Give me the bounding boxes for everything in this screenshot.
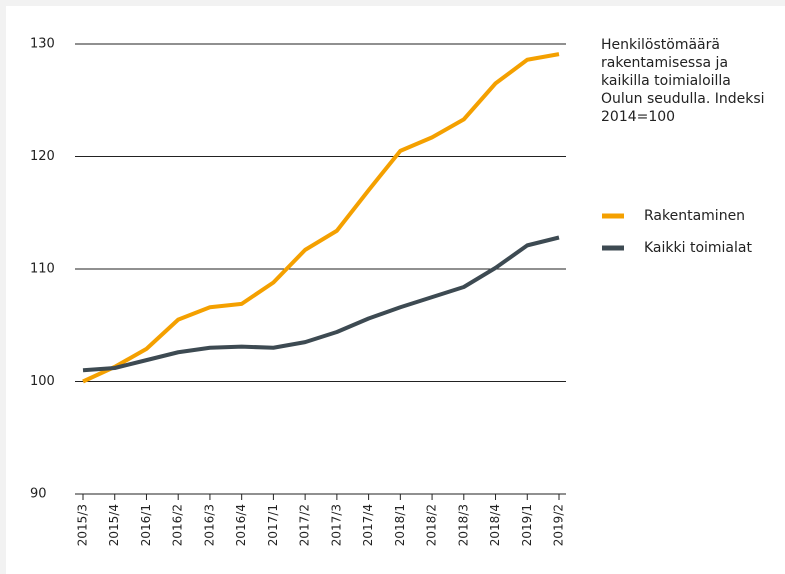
x-tick-label: 2016/2 (171, 504, 185, 546)
x-tick-label: 2016/1 (139, 504, 153, 546)
x-tick-label: 2018/2 (425, 504, 439, 546)
x-tick-label: 2018/3 (456, 504, 470, 546)
card (6, 6, 785, 574)
y-tick-label: 120 (30, 149, 55, 164)
x-tick-label: 2016/3 (202, 504, 216, 546)
y-tick-label: 100 (30, 374, 55, 389)
legend-label: Kaikki toimialat (644, 240, 752, 256)
x-tick-label: 2019/1 (520, 504, 534, 546)
series-line (82, 52, 560, 384)
chart-title: Henkilöstömäärä rakentamisessa ja kaikil… (601, 37, 765, 125)
x-tick-label: 2018/1 (393, 504, 407, 546)
series-line (82, 235, 560, 373)
y-tick-label: 90 (30, 487, 47, 502)
x-tick-label: 2015/3 (76, 504, 90, 546)
x-tick-label: 2019/2 (552, 504, 566, 546)
y-tick-label: 110 (30, 262, 55, 277)
x-tick-label: 2017/2 (298, 504, 312, 546)
x-tick-label: 2018/4 (488, 504, 502, 546)
x-tick-label: 2017/3 (329, 504, 343, 546)
x-tick-label: 2017/4 (361, 504, 375, 546)
x-tick-label: 2015/4 (107, 504, 121, 546)
x-tick-label: 2017/1 (266, 504, 280, 546)
legend-label: Rakentaminen (644, 208, 745, 224)
y-tick-label: 130 (30, 37, 55, 52)
x-tick-label: 2016/4 (234, 504, 248, 546)
